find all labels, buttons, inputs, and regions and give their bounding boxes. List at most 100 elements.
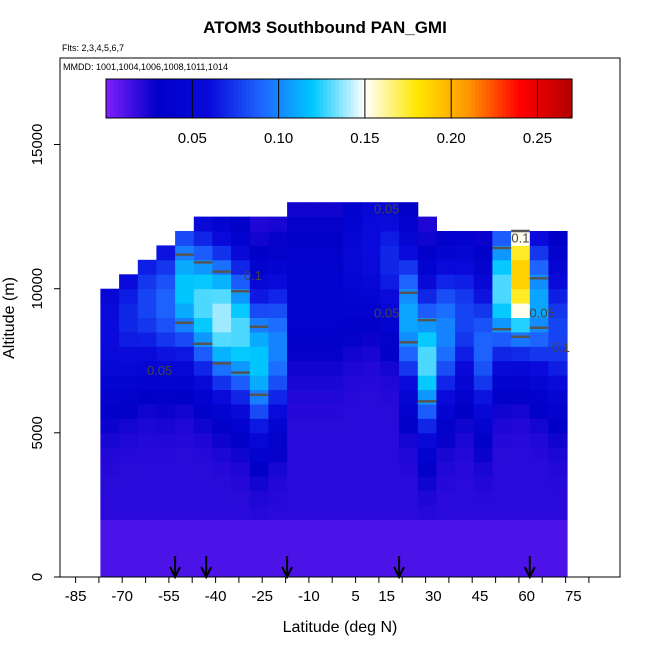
- heatmap-cell: [417, 432, 437, 448]
- colorbar-segment: [339, 79, 344, 118]
- heatmap-cell: [287, 245, 307, 261]
- chart-title: ATOM3 Southbound PAN_GMI: [203, 18, 447, 37]
- heatmap-cell: [231, 418, 251, 434]
- colorbar-tick-label: 0.15: [350, 130, 379, 147]
- heatmap-cell: [343, 317, 363, 333]
- heatmap-cell: [100, 418, 120, 434]
- colorbar-segment: [222, 79, 227, 118]
- heatmap-cell: [529, 331, 549, 347]
- heatmap-cell: [380, 202, 400, 218]
- heatmap-cell: [529, 447, 549, 463]
- colorbar-segment: [168, 79, 173, 118]
- heatmap-cell: [436, 519, 456, 535]
- heatmap-cell: [156, 404, 176, 419]
- heatmap-cell: [305, 303, 325, 318]
- heatmap-cell: [324, 562, 344, 578]
- x-tick-label: 30: [425, 588, 442, 605]
- heatmap-cell: [156, 461, 176, 477]
- heatmap-cell: [380, 533, 400, 549]
- heatmap-cell: [231, 490, 251, 506]
- heatmap-cell: [100, 360, 120, 376]
- heatmap-cell: [231, 216, 251, 232]
- heatmap-cell: [380, 375, 400, 391]
- heatmap-cell: [156, 317, 176, 333]
- heatmap-cell: [268, 274, 288, 290]
- heatmap-cell: [175, 331, 195, 347]
- heatmap-cell: [548, 562, 568, 578]
- heatmap-cell: [361, 303, 381, 318]
- heatmap-cell: [380, 432, 400, 448]
- heatmap-cell: [249, 447, 269, 463]
- heatmap-cell: [249, 303, 269, 318]
- heatmap-cell: [324, 259, 344, 275]
- heatmap-cell: [287, 303, 307, 318]
- heatmap-cell: [399, 216, 419, 232]
- colorbar-segment: [280, 79, 286, 118]
- heatmap-cell: [436, 476, 456, 491]
- heatmap-cell: [175, 288, 195, 304]
- heatmap-cell: [193, 476, 213, 491]
- heatmap-cell: [511, 231, 531, 246]
- heatmap-cell: [436, 418, 456, 434]
- heatmap-cell: [212, 548, 232, 564]
- heatmap-cell: [399, 548, 419, 564]
- heatmap-cell: [305, 533, 325, 549]
- heatmap-cell: [343, 245, 363, 261]
- colorbar-segment: [537, 79, 542, 118]
- heatmap-cell: [156, 490, 176, 506]
- heatmap-cell: [287, 533, 307, 549]
- heatmap-cell: [305, 288, 325, 304]
- heatmap-cell: [175, 490, 195, 506]
- heatmap-cell: [305, 259, 325, 275]
- colorbar-segment: [350, 79, 356, 118]
- heatmap-cell: [417, 404, 437, 419]
- y-tick-label: 5000: [29, 416, 46, 449]
- heatmap-cell: [324, 461, 344, 477]
- heatmap-cell: [193, 447, 213, 463]
- heatmap-cell: [455, 375, 475, 391]
- heatmap-cell: [548, 274, 568, 290]
- heatmap-cell: [455, 360, 475, 376]
- heatmap-cell: [175, 418, 195, 434]
- heatmap-cell: [399, 346, 419, 362]
- heatmap-cell: [100, 461, 120, 477]
- heatmap-cell: [305, 447, 325, 463]
- heatmap-cell: [529, 562, 549, 578]
- colorbar-segment: [203, 79, 208, 118]
- y-axis-title: Altitude (m): [1, 277, 18, 359]
- heatmap-cell: [305, 202, 325, 218]
- heatmap-cell: [119, 360, 139, 376]
- heatmap-cell: [492, 490, 512, 506]
- heatmap-cell: [343, 202, 363, 218]
- heatmap-cell: [511, 461, 531, 477]
- colorbar-segment: [284, 79, 290, 118]
- heatmap-cell: [455, 533, 475, 549]
- colorbar-segment: [191, 79, 196, 118]
- heatmap-cell: [324, 202, 344, 218]
- colorbar-segment: [564, 79, 569, 118]
- heatmap-cell: [529, 504, 549, 520]
- heatmap-cell: [212, 562, 232, 578]
- heatmap-cell: [343, 461, 363, 477]
- heatmap-cell: [137, 461, 157, 477]
- colorbar-segment: [366, 79, 371, 118]
- colorbar-segment: [373, 79, 379, 118]
- heatmap-cell: [399, 447, 419, 463]
- colorbar-segment: [471, 79, 476, 118]
- heatmap-cell: [249, 548, 269, 564]
- heatmap-cell: [436, 360, 456, 376]
- heatmap-cell: [305, 490, 325, 506]
- heatmap-cell: [417, 360, 437, 376]
- heatmap-cell: [231, 461, 251, 477]
- heatmap-cell: [324, 490, 344, 506]
- colorbar-segment: [125, 79, 130, 118]
- heatmap-cell: [119, 375, 139, 391]
- heatmap-cell: [380, 231, 400, 246]
- colorbar-segment: [521, 79, 526, 118]
- heatmap-cell: [249, 404, 269, 419]
- heatmap-cell: [193, 245, 213, 261]
- colorbar-segment: [459, 79, 464, 118]
- heatmap-cell: [380, 389, 400, 405]
- heatmap-cell: [361, 346, 381, 362]
